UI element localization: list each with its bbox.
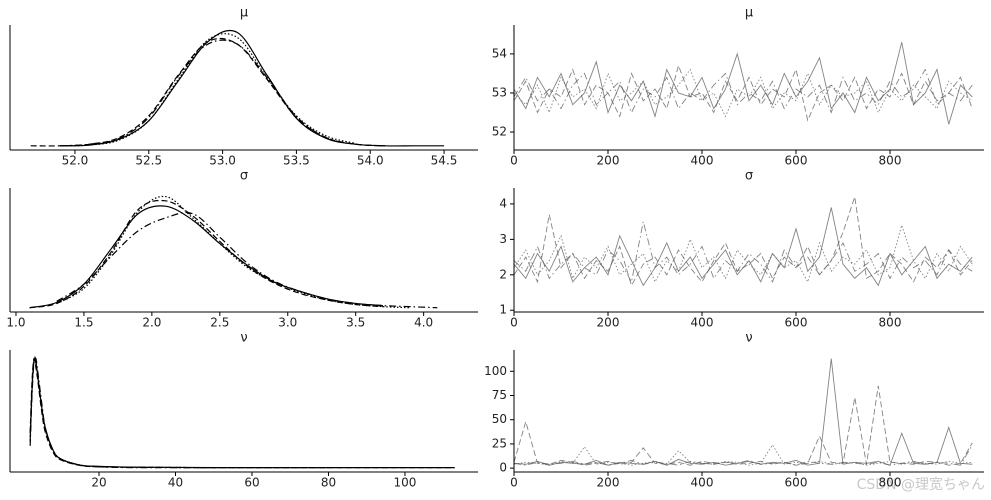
x-tick-label: 800 (879, 316, 902, 330)
y-tick-label: 54 (492, 46, 507, 60)
panel-title: μ (745, 6, 753, 21)
y-tick-label: 53 (492, 85, 507, 99)
y-tick-label: 1 (499, 303, 507, 317)
panel-title: ν (240, 331, 247, 346)
x-tick-label: 200 (597, 476, 620, 490)
x-tick-label: 0 (510, 316, 518, 330)
y-tick-label: 2 (499, 267, 507, 281)
series-line (513, 358, 973, 466)
series-line (513, 223, 973, 284)
x-tick-label: 200 (597, 154, 620, 168)
series-line (60, 39, 386, 147)
series-line (513, 444, 973, 466)
x-tick-label: 600 (785, 316, 808, 330)
series-line (513, 385, 973, 466)
x-tick-label: 52.5 (135, 154, 162, 168)
x-tick-label: 100 (393, 476, 416, 490)
x-tick-label: 200 (597, 316, 620, 330)
watermark: CSDN @理宽ちゃん (857, 476, 985, 493)
series-line (29, 205, 383, 309)
y-tick-label: 100 (484, 364, 507, 378)
series-line (30, 37, 386, 147)
x-tick-label: 0 (510, 476, 518, 490)
x-tick-label: 0 (510, 154, 518, 168)
x-tick-label: 600 (785, 476, 808, 490)
series-line (56, 211, 438, 309)
series-line (29, 356, 329, 469)
x-tick-label: 80 (321, 476, 336, 490)
y-tick-label: 52 (492, 125, 507, 139)
x-tick-label: 1.0 (6, 316, 25, 330)
x-tick-label: 400 (691, 476, 714, 490)
x-tick-label: 54.0 (357, 154, 384, 168)
y-tick-label: 3 (499, 232, 507, 246)
x-tick-label: 53.5 (283, 154, 310, 168)
x-tick-label: 3.0 (278, 316, 297, 330)
series-line (513, 64, 973, 122)
x-tick-label: 4.0 (414, 316, 433, 330)
series-line (513, 221, 973, 284)
x-tick-label: 3.5 (346, 316, 365, 330)
x-tick-label: 60 (244, 476, 259, 490)
x-tick-label: 20 (91, 476, 106, 490)
x-tick-label: 1.5 (74, 316, 93, 330)
series-line (29, 357, 214, 469)
x-tick-label: 40 (168, 476, 183, 490)
panel-title: ν (745, 331, 752, 346)
y-tick-label: 75 (492, 388, 507, 402)
y-tick-label: 4 (499, 196, 507, 210)
series-line (56, 195, 411, 309)
x-tick-label: 400 (691, 154, 714, 168)
panel-title: μ (240, 6, 248, 21)
series-line (513, 42, 973, 125)
series-line (29, 199, 383, 309)
series-line (29, 358, 455, 469)
x-tick-label: 600 (785, 154, 808, 168)
series-line (513, 68, 973, 118)
y-tick-label: 25 (492, 436, 507, 450)
x-tick-label: 2.5 (210, 316, 229, 330)
series-line (29, 357, 455, 469)
x-tick-label: 53.0 (209, 154, 236, 168)
panel-title: σ (745, 169, 753, 184)
y-tick-label: 50 (492, 412, 507, 426)
y-tick-label: 0 (499, 461, 507, 475)
series-line (513, 196, 973, 287)
x-tick-label: 54.5 (431, 154, 458, 168)
x-tick-label: 52.0 (62, 154, 89, 168)
x-tick-label: 800 (879, 154, 902, 168)
x-tick-label: 400 (691, 316, 714, 330)
panel-title: σ (240, 169, 248, 184)
series-line (60, 33, 356, 147)
x-tick-label: 800 (879, 476, 902, 490)
series-line (513, 68, 973, 114)
x-tick-label: 2.0 (142, 316, 161, 330)
series-line (60, 29, 445, 147)
